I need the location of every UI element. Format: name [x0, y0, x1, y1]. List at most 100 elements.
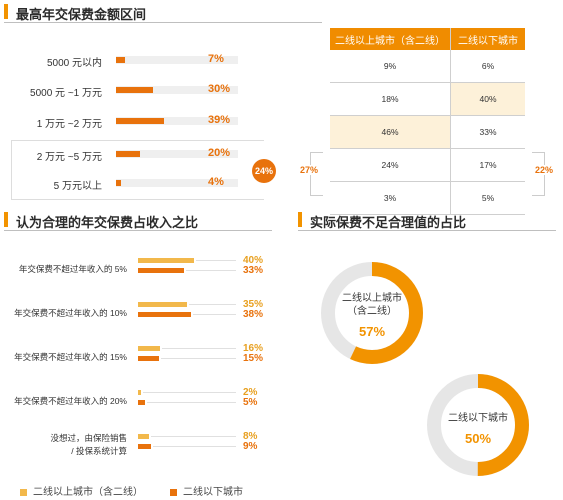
- value-label: 16%: [243, 343, 264, 354]
- table-cell: 9%: [330, 50, 451, 83]
- leader-line: [147, 402, 236, 403]
- table-cell: 40%: [450, 82, 525, 116]
- section-title-actual-insufficient: 实际保费不足合理值的占比: [310, 216, 467, 231]
- donut-label: 二线以下城市: [448, 411, 508, 424]
- table-row: 3% 5%: [330, 181, 525, 215]
- section-marker: [4, 4, 8, 19]
- bar-track: [116, 179, 238, 187]
- category-label: 5000 元 ~1 万元: [30, 88, 102, 99]
- bar-track: [116, 117, 238, 125]
- bar-track: [116, 86, 238, 94]
- leader-line: [186, 270, 236, 271]
- value-label: 39%: [208, 114, 231, 126]
- donut-label: （含二线）: [347, 304, 397, 317]
- leader-line: [196, 260, 236, 261]
- leader-line: [189, 304, 236, 305]
- category-label: 年交保费不超过年收入的 20%: [14, 396, 127, 406]
- table-row: 46% 33%: [330, 115, 525, 149]
- table-cell: 6%: [450, 50, 525, 83]
- leader-line: [142, 392, 236, 393]
- section-marker: [4, 212, 8, 227]
- bar: [138, 390, 141, 395]
- donut-label: 二线以上城市: [342, 291, 402, 304]
- category-label: 2 万元 ~5 万元: [36, 152, 102, 163]
- table-cell: 18%: [330, 82, 451, 116]
- bar: [138, 312, 192, 317]
- bar: [138, 444, 151, 449]
- table-row: 18% 40%: [330, 82, 525, 116]
- table-cell: 33%: [450, 115, 525, 149]
- table-row: 9% 6%: [330, 50, 525, 83]
- section-divider: [4, 230, 272, 231]
- value-label: 33%: [243, 265, 264, 276]
- left-bracket-label: 27%: [300, 165, 319, 175]
- category-label: 年交保费不超过年收入的 10%: [14, 308, 127, 318]
- bar: [138, 400, 145, 405]
- bar: [116, 151, 141, 157]
- category-label: / 投保系统计算: [71, 446, 127, 456]
- section-title-reasonable-ratio: 认为合理的年交保费占收入之比: [16, 216, 199, 231]
- value-label: 38%: [243, 309, 264, 320]
- bar: [138, 434, 150, 439]
- bar: [138, 356, 159, 361]
- value-label: 4%: [208, 176, 224, 188]
- bar: [138, 268, 185, 273]
- bar: [116, 57, 125, 63]
- section-divider: [298, 230, 556, 231]
- bar: [116, 180, 121, 186]
- category-label: 年交保费不超过年收入的 5%: [18, 264, 127, 274]
- section-marker: [298, 212, 302, 227]
- category-label: 1 万元 ~2 万元: [36, 119, 102, 130]
- donut-slice: [321, 262, 423, 364]
- bar: [116, 87, 153, 93]
- value-label: 30%: [208, 83, 231, 95]
- legend-label: 二线以下城市: [183, 487, 243, 498]
- bracket-total-badge: 24%: [252, 159, 276, 183]
- value-label: 35%: [243, 299, 264, 310]
- table-header-tier2-above: 二线以上城市（含二线）: [330, 28, 451, 50]
- table-cell: 3%: [330, 181, 451, 215]
- category-label: 年交保费不超过年收入的 15%: [14, 352, 127, 362]
- value-label: 9%: [243, 441, 258, 452]
- legend-item-tier2-above: 二线以上城市（含二线）: [20, 483, 143, 498]
- bar-track: [116, 150, 238, 158]
- bar: [138, 258, 194, 263]
- bar: [138, 346, 161, 351]
- bar: [138, 302, 187, 307]
- group-bracket: [11, 140, 264, 200]
- value-label: 15%: [243, 353, 264, 364]
- legend-label: 二线以上城市（含二线）: [33, 487, 143, 498]
- leader-line: [161, 358, 236, 359]
- category-label: 没想过，由保险销售: [50, 433, 127, 443]
- section-title-max-premium: 最高年交保费金额区间: [16, 8, 147, 23]
- value-label: 40%: [243, 255, 264, 266]
- value-label: 5%: [243, 397, 258, 408]
- table-cell: 24%: [330, 148, 451, 182]
- table-row: 24% 17%: [330, 148, 525, 182]
- table-cell: 5%: [450, 181, 525, 215]
- donut-slice: [427, 374, 529, 476]
- table-header-below-tier2: 二线以下城市: [450, 28, 525, 50]
- leader-line: [193, 314, 236, 315]
- section-divider: [4, 22, 322, 23]
- table-cell: 17%: [450, 148, 525, 182]
- legend-swatch: [170, 488, 177, 496]
- leader-line: [162, 348, 236, 349]
- right-bracket-label: 22%: [535, 165, 554, 175]
- city-comparison-table: 二线以上城市（含二线） 二线以下城市 9% 6% 18% 40% 46% 33% 24% 17…: [330, 28, 525, 215]
- value-label: 8%: [243, 431, 258, 442]
- value-label: 7%: [208, 53, 224, 65]
- value-label: 2%: [243, 387, 258, 398]
- legend-swatch: [20, 488, 27, 496]
- bar-track: [116, 56, 238, 64]
- leader-line: [151, 436, 236, 437]
- bar: [116, 118, 164, 124]
- category-label: 5000 元以内: [46, 58, 102, 69]
- category-label: 5 万元以上: [53, 181, 102, 192]
- legend-item-below-tier2: 二线以下城市: [170, 483, 243, 498]
- donut-value-label: 57%: [359, 324, 385, 339]
- table-cell: 46%: [330, 115, 451, 149]
- leader-line: [152, 446, 236, 447]
- donut-value-label: 50%: [465, 431, 491, 446]
